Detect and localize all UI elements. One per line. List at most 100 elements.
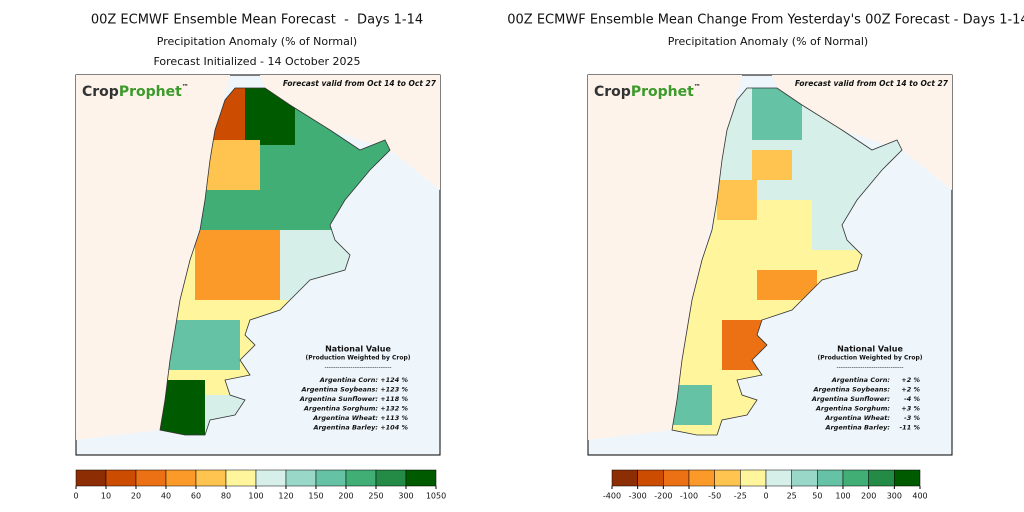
colorbar-label: 100: [248, 492, 263, 501]
national-value: +118 %: [380, 395, 408, 403]
colorbar-label: 300: [887, 492, 902, 501]
title: 00Z ECMWF Ensemble Mean Change From Yest…: [507, 13, 1024, 28]
subtitle: Precipitation Anomaly (% of Normal): [668, 35, 868, 48]
national-title: National Value: [325, 345, 391, 354]
colorbar-label: -300: [629, 492, 647, 501]
colorbar-label: 0: [763, 492, 768, 501]
national-label: Argentina Soybeans:: [301, 386, 379, 394]
national-value: +3 %: [901, 405, 920, 413]
colorbar-label: 10: [101, 492, 111, 501]
colorbar-label: 400: [912, 492, 927, 501]
national-note: (Production Weighted by Crop): [306, 355, 411, 362]
colorbar-bin: [765, 469, 792, 487]
national-label: Argentina Sunflower:: [299, 395, 379, 403]
colorbar-bin: [405, 469, 437, 487]
colorbar-bin: [868, 469, 895, 487]
colorbar-bin: [345, 469, 377, 487]
national-label: Argentina Corn:: [831, 376, 891, 384]
land: [588, 75, 742, 440]
national-value: +2 %: [901, 376, 920, 384]
title: 00Z ECMWF Ensemble Mean Forecast - Days …: [91, 13, 423, 28]
colorbar-bin: [225, 469, 257, 487]
national-label: Argentina Barley:: [312, 424, 378, 432]
colorbar-bin: [75, 469, 107, 487]
subtitle: Forecast Initialized - 14 October 2025: [153, 55, 360, 68]
colorbar-bin: [740, 469, 767, 487]
colorbar-bin: [817, 469, 844, 487]
logo-part: Crop: [82, 84, 119, 100]
colorbar-bin: [688, 469, 715, 487]
subtitle: Precipitation Anomaly (% of Normal): [157, 35, 357, 48]
national-value: +123 %: [380, 386, 408, 394]
colorbar-label: 80: [221, 492, 231, 501]
colorbar-bin: [135, 469, 167, 487]
national-value: -4 %: [904, 395, 920, 403]
colorbar-bin: [255, 469, 287, 487]
national-label: Argentina Corn:: [319, 376, 379, 384]
colorbar-label: 60: [191, 492, 201, 501]
national-value: +104 %: [380, 424, 408, 432]
land: [772, 75, 952, 190]
colorbar-bin: [663, 469, 690, 487]
national-label: Argentina Barley:: [824, 424, 890, 432]
map-right: [587, 74, 953, 456]
country-outline: [159, 87, 391, 436]
colorbar-label: -50: [708, 492, 721, 501]
colorbar-label: -200: [654, 492, 672, 501]
valid-period: Forecast valid from Oct 14 to Oct 27: [283, 79, 437, 88]
colorbar-label: 25: [787, 492, 797, 501]
map-left: [75, 74, 441, 456]
colorbar-bin: [842, 469, 869, 487]
colorbar-label: 40: [161, 492, 171, 501]
colorbar-bin: [791, 469, 818, 487]
logo-part: ™: [694, 83, 701, 91]
national-value: -11 %: [899, 424, 920, 432]
logo: CropProphet™: [594, 83, 701, 100]
colorbar-label: -100: [680, 492, 698, 501]
logo-part: ™: [182, 83, 189, 91]
national-label: Argentina Soybeans:: [813, 386, 891, 394]
land: [260, 75, 440, 190]
national-label: Argentina Sorghum:: [815, 405, 891, 413]
logo-part: Crop: [594, 84, 631, 100]
colorbar-bin: [637, 469, 664, 487]
national-value: +132 %: [380, 405, 408, 413]
colorbar-label: -25: [734, 492, 747, 501]
colorbar-bin: [105, 469, 137, 487]
colorbar-bin: [285, 469, 317, 487]
national-value: +113 %: [380, 414, 408, 422]
colorbar-label: 50: [812, 492, 822, 501]
national-label: Argentina Sunflower:: [811, 395, 891, 403]
colorbar-bin: [165, 469, 197, 487]
colorbar-label: 200: [861, 492, 876, 501]
colorbar-label: 300: [398, 492, 413, 501]
colorbar-label: 120: [278, 492, 293, 501]
divider: -------------------------------: [836, 365, 903, 372]
colorbar-label: 200: [338, 492, 353, 501]
colorbar-label: 0: [73, 492, 78, 501]
logo: CropProphet™: [82, 83, 189, 100]
colorbar-label: 150: [308, 492, 323, 501]
colorbar-bin: [195, 469, 227, 487]
logo-part: Prophet: [119, 84, 182, 100]
logo-part: Prophet: [631, 84, 694, 100]
national-value: +2 %: [901, 386, 920, 394]
valid-period: Forecast valid from Oct 14 to Oct 27: [795, 79, 949, 88]
country-outline: [671, 87, 903, 436]
colorbar-label: 1050: [426, 492, 446, 501]
colorbar-label: 250: [368, 492, 383, 501]
colorbar-bin: [714, 469, 741, 487]
national-label: Argentina Wheat:: [312, 414, 378, 422]
colorbar-bin: [375, 469, 407, 487]
colorbar-label: 100: [835, 492, 850, 501]
national-label: Argentina Wheat:: [824, 414, 890, 422]
land: [76, 75, 230, 440]
national-note: (Production Weighted by Crop): [818, 355, 923, 362]
national-value: +124 %: [380, 376, 408, 384]
divider: -------------------------------: [324, 365, 391, 372]
national-value: -3 %: [904, 414, 920, 422]
colorbar-label: 20: [131, 492, 141, 501]
colorbar-bin: [894, 469, 921, 487]
national-label: Argentina Sorghum:: [303, 405, 379, 413]
